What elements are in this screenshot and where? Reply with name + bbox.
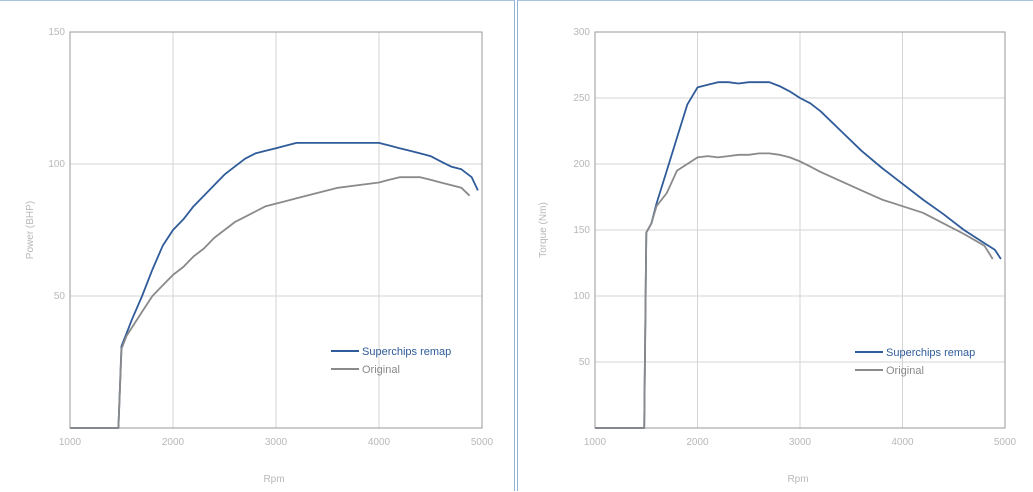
series-line-original	[595, 152, 994, 429]
series-line-remap	[70, 141, 479, 429]
torque-chart: 1000 2000 3000 4000 5000 50 100 150 200 250 300 Rpm…	[538, 27, 1017, 485]
power-chart-panel: 1000 2000 3000 4000 5000 50 100 150 Rpm Power (BH…	[0, 0, 514, 491]
plot-frame	[69, 31, 483, 429]
series-line-original	[70, 176, 471, 429]
y-tick-label: 100	[48, 159, 65, 170]
x-tick-label: 3000	[265, 437, 288, 448]
x-tick-label: 5000	[994, 437, 1017, 448]
y-tick-label: 100	[573, 291, 590, 302]
x-tick-label: 1000	[59, 437, 82, 448]
series-line-remap	[595, 81, 1002, 429]
plot-frame	[594, 31, 1006, 429]
legend-label: Original	[886, 365, 924, 377]
x-axis-label: Rpm	[787, 474, 808, 485]
y-tick-label: 50	[54, 291, 66, 302]
x-tick-label: 2000	[686, 437, 709, 448]
y-axis-label: Torque (Nm)	[538, 202, 549, 258]
torque-chart-panel: 1000 2000 3000 4000 5000 50 100 150 200 250 300 Rpm…	[518, 0, 1033, 491]
x-tick-label: 2000	[162, 437, 185, 448]
legend-label: Superchips remap	[362, 346, 451, 358]
x-tick-label: 3000	[789, 437, 812, 448]
y-tick-label: 150	[573, 225, 590, 236]
legend-label: Superchips remap	[886, 347, 975, 359]
x-axis-label: Rpm	[263, 474, 284, 485]
x-tick-label: 1000	[584, 437, 607, 448]
y-tick-label: 200	[573, 159, 590, 170]
power-chart: 1000 2000 3000 4000 5000 50 100 150 Rpm Power (BH…	[25, 27, 494, 485]
x-tick-label: 4000	[368, 437, 391, 448]
x-tick-label: 5000	[471, 437, 494, 448]
x-tick-label: 4000	[891, 437, 914, 448]
y-axis-label: Power (BHP)	[25, 201, 36, 259]
y-tick-label: 300	[573, 27, 590, 38]
panel-divider	[514, 0, 518, 491]
y-tick-label: 250	[573, 93, 590, 104]
y-tick-label: 50	[579, 357, 591, 368]
y-tick-label: 150	[48, 27, 65, 38]
legend-label: Original	[362, 364, 400, 376]
